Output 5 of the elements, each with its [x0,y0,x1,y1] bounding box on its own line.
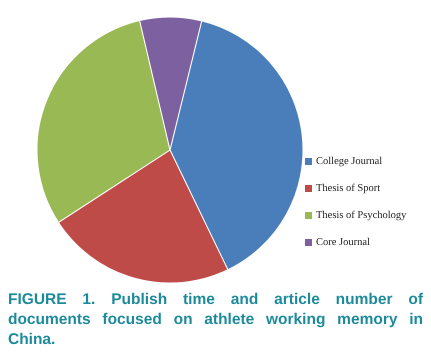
text: FIGURE 1. Publish time and article number of documents focused on athlete working memory in China. [8,290,423,350]
legend-label: Thesis of Sport [316,183,380,194]
legend-label: College Journal [316,156,382,167]
legend-label: Core Journal [316,237,370,248]
legend-label: Thesis of Psychology [316,210,406,221]
